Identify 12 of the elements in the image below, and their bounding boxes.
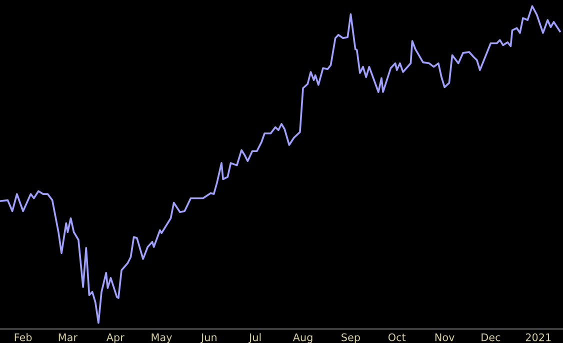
x-tick-label: Mar: [58, 333, 78, 342]
x-tick-label: Sep: [342, 333, 360, 343]
x-tick-label: Aug: [292, 333, 312, 343]
x-tick-label: Jul: [248, 333, 261, 343]
x-tick-label: Nov: [435, 333, 454, 342]
x-tick-label: Feb: [14, 333, 32, 342]
x-tick-label: 2021: [526, 333, 551, 342]
x-tick-label: Oct: [388, 333, 406, 342]
x-tick-label: Jun: [200, 333, 216, 343]
x-tick-label: Dec: [482, 333, 500, 342]
x-tick-label: Apr: [106, 333, 124, 343]
x-tick-label: May: [152, 333, 172, 343]
